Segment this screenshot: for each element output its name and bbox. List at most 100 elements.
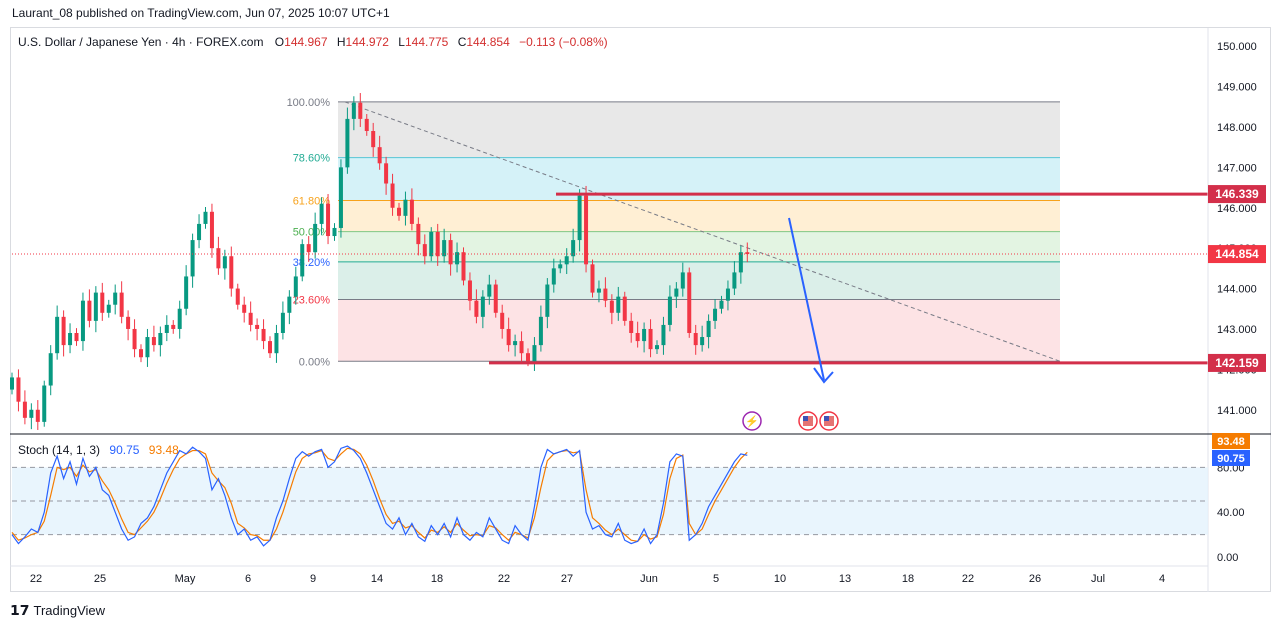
candle-body: [61, 316, 66, 346]
current-price-badge: 144.854: [1215, 247, 1259, 261]
price-tick: 141.000: [1217, 405, 1257, 417]
candle-body: [706, 320, 711, 338]
candle-body: [390, 183, 395, 208]
candle-body: [409, 199, 414, 224]
candle-body: [119, 292, 124, 317]
candle-body: [693, 333, 698, 346]
stoch-d-line: [11, 447, 748, 542]
candle-body: [506, 328, 511, 346]
candle-body: [745, 252, 750, 255]
candle-body: [287, 296, 292, 313]
fib-zone-2: [338, 200, 1060, 232]
candle-body: [590, 264, 595, 293]
time-tick: 4: [1159, 573, 1165, 585]
candle-body: [177, 308, 182, 329]
candle-body: [29, 409, 34, 418]
candle-body: [139, 349, 143, 358]
open-label: O: [274, 35, 285, 49]
candle-body: [338, 167, 343, 228]
candles: [10, 93, 750, 430]
flag-canton-icon: [803, 416, 808, 421]
candle-body: [545, 284, 550, 317]
flag-canton-icon: [824, 416, 829, 421]
candle-body: [184, 276, 189, 309]
candle-body: [700, 337, 705, 346]
candle-body: [93, 292, 98, 321]
forecast-arrow-head-icon: [813, 367, 834, 384]
fib-zone-4: [338, 261, 1060, 300]
time-tick: 22: [498, 573, 510, 585]
candle-body: [564, 256, 569, 265]
tradingview-logo-icon: 𝟭𝟳: [10, 602, 30, 618]
candle-body: [22, 401, 27, 418]
stoch-badge: 93.48: [1217, 436, 1245, 448]
fib-retracement[interactable]: 100.00% 78.60% 61.80% 50.00% 38.20% 23.60% 0.0…: [287, 97, 1061, 368]
candle-body: [487, 284, 492, 297]
candle-body: [16, 377, 21, 402]
high-label: H: [336, 35, 346, 49]
low-label: L: [398, 35, 405, 49]
price-axis[interactable]: 150.000149.000148.000147.000146.000145.0…: [10, 28, 1271, 592]
candle-body: [248, 312, 253, 325]
trend-line: [344, 101, 1061, 362]
candle-body: [448, 240, 453, 265]
change-value: −0.113 (−0.08%): [519, 35, 608, 49]
candle-body: [622, 296, 627, 321]
candle-body: [80, 300, 85, 342]
candle-body: [467, 280, 472, 301]
candle-body: [197, 223, 202, 241]
candle-body: [455, 252, 460, 265]
fib-zone-3: [338, 231, 1060, 262]
candle-body: [397, 207, 401, 216]
stoch-title[interactable]: Stoch (14, 1, 3): [18, 443, 101, 457]
current-price-badge-bg: [1208, 245, 1266, 264]
candle-body: [648, 328, 653, 350]
stoch-k-line: [11, 445, 748, 547]
candle-body: [48, 353, 53, 386]
candle-body: [584, 195, 589, 265]
candle-body: [203, 211, 208, 224]
fib-label-2: 61.80%: [293, 195, 331, 207]
candle-body: [616, 296, 621, 313]
symbol-title[interactable]: U.S. Dollar / Japanese Yen · 4h · FOREX.…: [18, 35, 264, 49]
candle-body: [680, 272, 685, 289]
candle-body: [609, 300, 614, 313]
stoch-badge-bg: [1212, 433, 1250, 449]
candle-body: [164, 324, 169, 333]
time-tick: 9: [310, 573, 316, 585]
candle-body: [551, 268, 556, 285]
candle-body: [10, 377, 14, 390]
time-tick: Jun: [640, 573, 658, 585]
candle-body: [738, 252, 743, 273]
candle-body: [35, 409, 40, 422]
candle-body: [319, 203, 324, 224]
candle-body: [300, 244, 305, 277]
candle-body: [113, 292, 118, 305]
footer-brand[interactable]: 𝟭𝟳 TradingView: [10, 602, 105, 619]
candle-body: [526, 353, 530, 362]
stoch-d-value: 93.48: [148, 443, 179, 457]
candle-body: [171, 324, 176, 329]
lightning-glyph-icon: ⚡: [745, 415, 759, 428]
time-tick: Jul: [1091, 573, 1105, 585]
lightning-event-icon: [742, 411, 762, 431]
candle-body: [513, 341, 518, 346]
price-tick: 149.000: [1217, 82, 1257, 94]
fib-label-4: 38.20%: [293, 257, 331, 269]
time-axis[interactable]: 22 25 May 6 9 14 18 22 27 Jun 5 10 13 18 22 26 Jul 4: [10, 565, 1208, 585]
fib-label-1: 78.60%: [293, 153, 331, 165]
price-tick: 148.000: [1217, 122, 1257, 134]
candle-body: [255, 324, 260, 329]
level-badge-low: 142.159: [1215, 356, 1259, 370]
candle-body: [332, 227, 337, 237]
time-tick: 13: [839, 573, 851, 585]
candle-body: [429, 232, 434, 257]
candle-body: [274, 333, 279, 354]
level-badge-low-bg: [1208, 353, 1266, 372]
candle-body: [306, 244, 311, 253]
drawings[interactable]: ⚡: [12, 192, 1208, 431]
time-tick: 5: [713, 573, 719, 585]
price-tick: 143.000: [1217, 324, 1257, 336]
candle-body: [713, 308, 718, 321]
